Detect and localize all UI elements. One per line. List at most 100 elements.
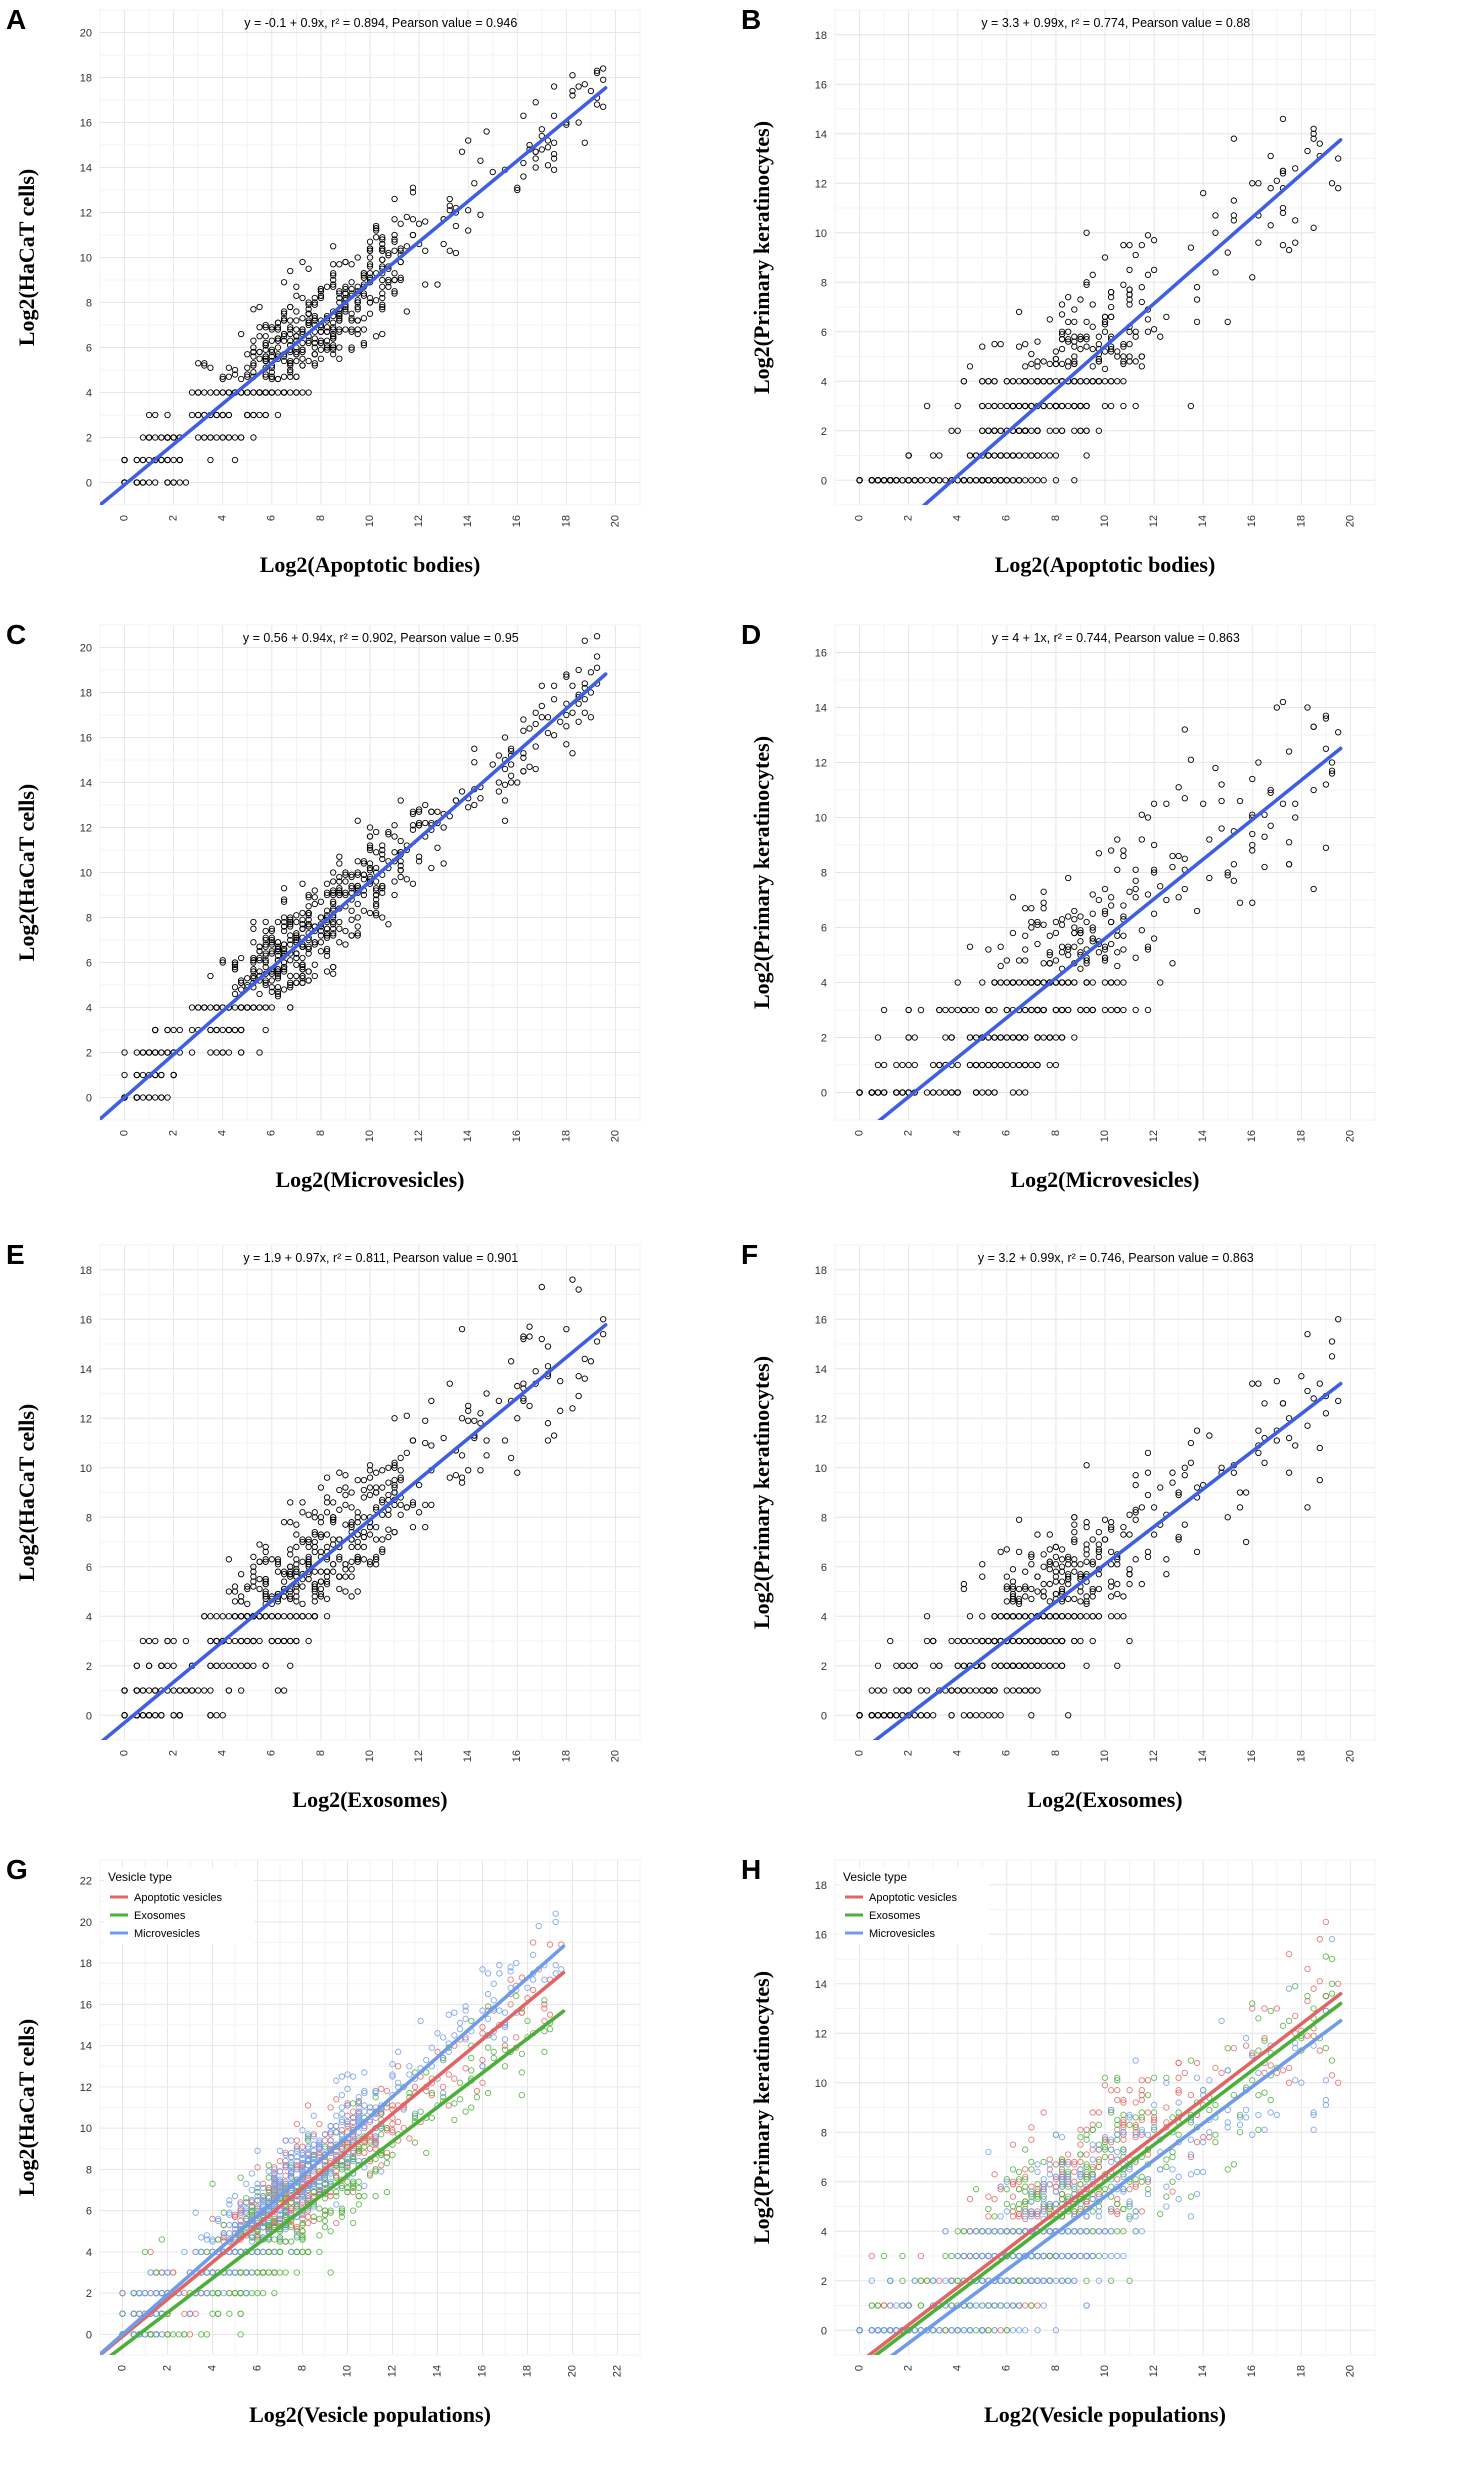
data-point bbox=[397, 797, 404, 804]
data-point bbox=[360, 876, 368, 883]
data-point bbox=[338, 2209, 346, 2216]
grid-lines bbox=[834, 9, 1376, 506]
data-point bbox=[1009, 979, 1017, 986]
data-point bbox=[1022, 402, 1029, 410]
data-point bbox=[244, 364, 251, 371]
regression-equation: y = 0.56 + 0.94x, r² = 0.902, Pearson va… bbox=[243, 631, 519, 645]
data-point bbox=[415, 220, 423, 227]
data-point bbox=[293, 308, 300, 315]
data-point bbox=[164, 1662, 171, 1669]
data-point bbox=[550, 696, 558, 703]
data-point bbox=[1028, 1006, 1035, 1014]
data-point bbox=[360, 270, 368, 277]
data-point bbox=[323, 968, 331, 975]
data-point bbox=[355, 2201, 362, 2208]
data-point bbox=[274, 337, 282, 344]
data-point bbox=[1071, 318, 1078, 325]
data-point bbox=[930, 1712, 937, 1719]
data-point bbox=[397, 1476, 404, 1484]
data-point bbox=[507, 747, 515, 755]
data-point bbox=[1114, 949, 1121, 956]
data-point bbox=[1015, 1613, 1023, 1620]
data-point bbox=[262, 342, 269, 349]
data-point bbox=[164, 1049, 171, 1056]
data-point bbox=[330, 970, 337, 977]
data-point bbox=[305, 891, 312, 899]
data-point bbox=[1144, 328, 1152, 335]
data-point bbox=[250, 1637, 257, 1645]
data-point bbox=[411, 2139, 419, 2146]
data-point bbox=[1310, 786, 1317, 794]
data-point bbox=[1040, 378, 1047, 385]
data-point bbox=[1236, 1504, 1244, 1511]
data-point bbox=[1285, 748, 1293, 755]
data-point bbox=[440, 860, 447, 867]
data-point bbox=[1175, 1536, 1182, 1543]
scatter-chart-d: 0 2 4 6 8 10 12 14 16 18 200246810121416Log2(Micro… bbox=[749, 624, 1376, 1192]
x-tick-label: 2 bbox=[161, 2365, 173, 2371]
data-point bbox=[960, 378, 968, 385]
data-point bbox=[979, 477, 986, 484]
data-point bbox=[1052, 1543, 1060, 1551]
data-point bbox=[327, 2209, 334, 2216]
data-point bbox=[293, 357, 300, 365]
data-point bbox=[1009, 1687, 1017, 1694]
x-tick-label: 20 bbox=[1344, 515, 1356, 527]
data-point bbox=[338, 2127, 346, 2134]
data-point bbox=[237, 2211, 244, 2218]
data-point bbox=[1022, 957, 1029, 964]
data-point bbox=[923, 477, 931, 484]
data-point bbox=[942, 477, 949, 484]
data-point bbox=[1218, 781, 1225, 788]
data-point bbox=[1071, 360, 1078, 368]
data-point bbox=[1065, 1573, 1072, 1580]
data-point bbox=[342, 283, 349, 290]
data-point bbox=[287, 1563, 294, 1570]
data-point bbox=[293, 961, 300, 968]
data-point bbox=[1095, 1613, 1103, 1620]
data-point bbox=[348, 344, 355, 351]
data-point bbox=[317, 1593, 325, 1600]
data-point bbox=[1071, 477, 1078, 484]
data-point bbox=[1015, 1548, 1023, 1556]
data-point bbox=[366, 261, 374, 268]
data-point bbox=[274, 918, 282, 926]
data-point bbox=[526, 141, 533, 149]
data-point bbox=[507, 772, 515, 779]
data-point bbox=[317, 285, 325, 293]
data-point bbox=[538, 702, 545, 710]
data-layer bbox=[856, 698, 1343, 1120]
x-tick-label: 8 bbox=[296, 2365, 308, 2371]
data-point bbox=[287, 369, 294, 376]
data-point bbox=[1157, 883, 1164, 890]
data-point bbox=[1101, 885, 1109, 893]
data-point bbox=[360, 858, 368, 865]
data-point bbox=[446, 202, 453, 209]
data-point bbox=[403, 1449, 410, 1457]
data-point bbox=[593, 633, 601, 640]
data-point bbox=[293, 936, 300, 944]
data-point bbox=[330, 1568, 337, 1575]
x-tick-label: 18 bbox=[1295, 1130, 1307, 1142]
data-point bbox=[1089, 910, 1096, 917]
data-point bbox=[139, 434, 147, 441]
data-point bbox=[1144, 1491, 1152, 1499]
y-tick-label: 6 bbox=[86, 1562, 92, 1574]
y-tick-label: 12 bbox=[815, 178, 827, 190]
data-point bbox=[1138, 298, 1145, 306]
data-point bbox=[330, 891, 337, 899]
data-point bbox=[304, 2102, 312, 2109]
data-point bbox=[248, 2203, 256, 2210]
data-point bbox=[1071, 1034, 1078, 1041]
data-point bbox=[280, 1687, 288, 1694]
data-point bbox=[250, 968, 257, 975]
data-point bbox=[1273, 1377, 1280, 1385]
data-point bbox=[383, 2127, 391, 2134]
data-point bbox=[336, 1556, 343, 1563]
data-point bbox=[237, 2310, 244, 2317]
data-point bbox=[1279, 115, 1287, 123]
data-point bbox=[960, 1662, 968, 1669]
data-point bbox=[1120, 281, 1127, 288]
data-point bbox=[490, 2048, 497, 2055]
data-point bbox=[280, 333, 288, 340]
